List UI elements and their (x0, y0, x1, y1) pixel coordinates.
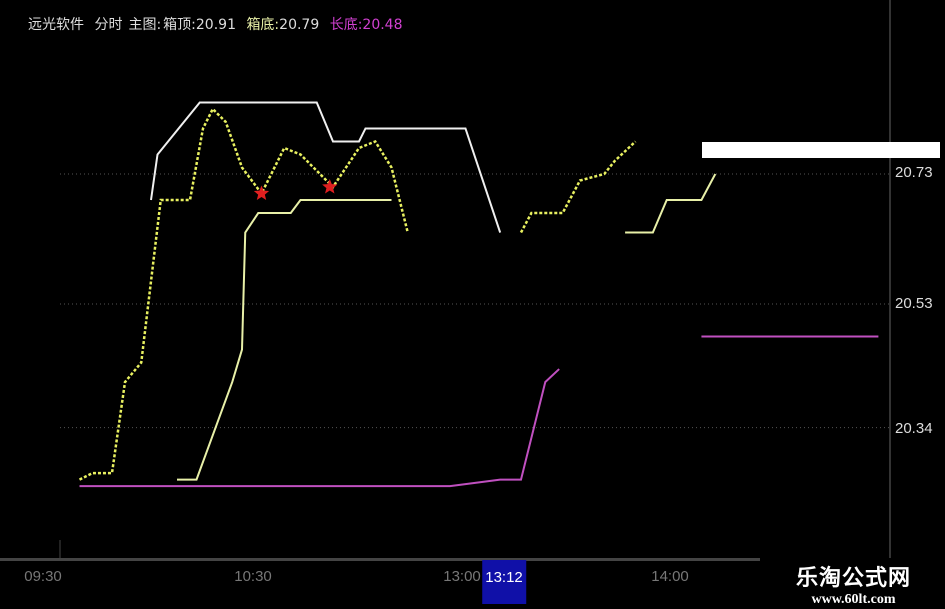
chart-header: 远光软件 分时 主图: 箱顶:20.91 箱底:20.79 长底:20.48 (28, 14, 409, 34)
series-line-2 (625, 173, 717, 234)
signal-star-icon (253, 185, 270, 200)
long-bottom-label: 长底: (329, 17, 363, 33)
box-top-value: 20.91 (195, 17, 236, 33)
series-line-3 (79, 368, 560, 488)
series-line-2 (177, 199, 392, 481)
watermark-title: 乐淘公式网 (795, 566, 911, 591)
y-tick-label: 20.34 (895, 420, 933, 437)
time-axis (0, 558, 760, 609)
signal-star-icon (322, 179, 338, 194)
y-tick-label: 20.73 (895, 164, 933, 181)
software-name: 远光软件 (28, 17, 84, 33)
long-bottom-value: 20.48 (362, 17, 403, 33)
x-tick-label: 14:00 (651, 568, 689, 585)
x-tick-label: 09:30 (24, 568, 62, 585)
y-tick-label: 20.53 (895, 295, 933, 312)
box-bottom-label: 箱底: (246, 17, 280, 33)
overlay-box (702, 142, 940, 158)
series-line-4 (78, 106, 409, 481)
main-chart-label: 主图: (128, 17, 162, 33)
box-top-label: 箱顶: (163, 17, 196, 33)
box-bottom-value: 20.79 (279, 17, 320, 33)
x-tick-label: 10:30 (234, 568, 272, 585)
cursor-time-label: 13:12 (482, 560, 526, 604)
series-line-1 (150, 101, 502, 233)
watermark-url: www.60lt.com (811, 592, 896, 607)
series-line-4 (519, 140, 637, 234)
watermark: 乐淘公式网 www.60lt.com (762, 558, 945, 609)
x-tick-label: 13:00 (443, 568, 481, 585)
mode-label: 分时 (94, 17, 123, 33)
